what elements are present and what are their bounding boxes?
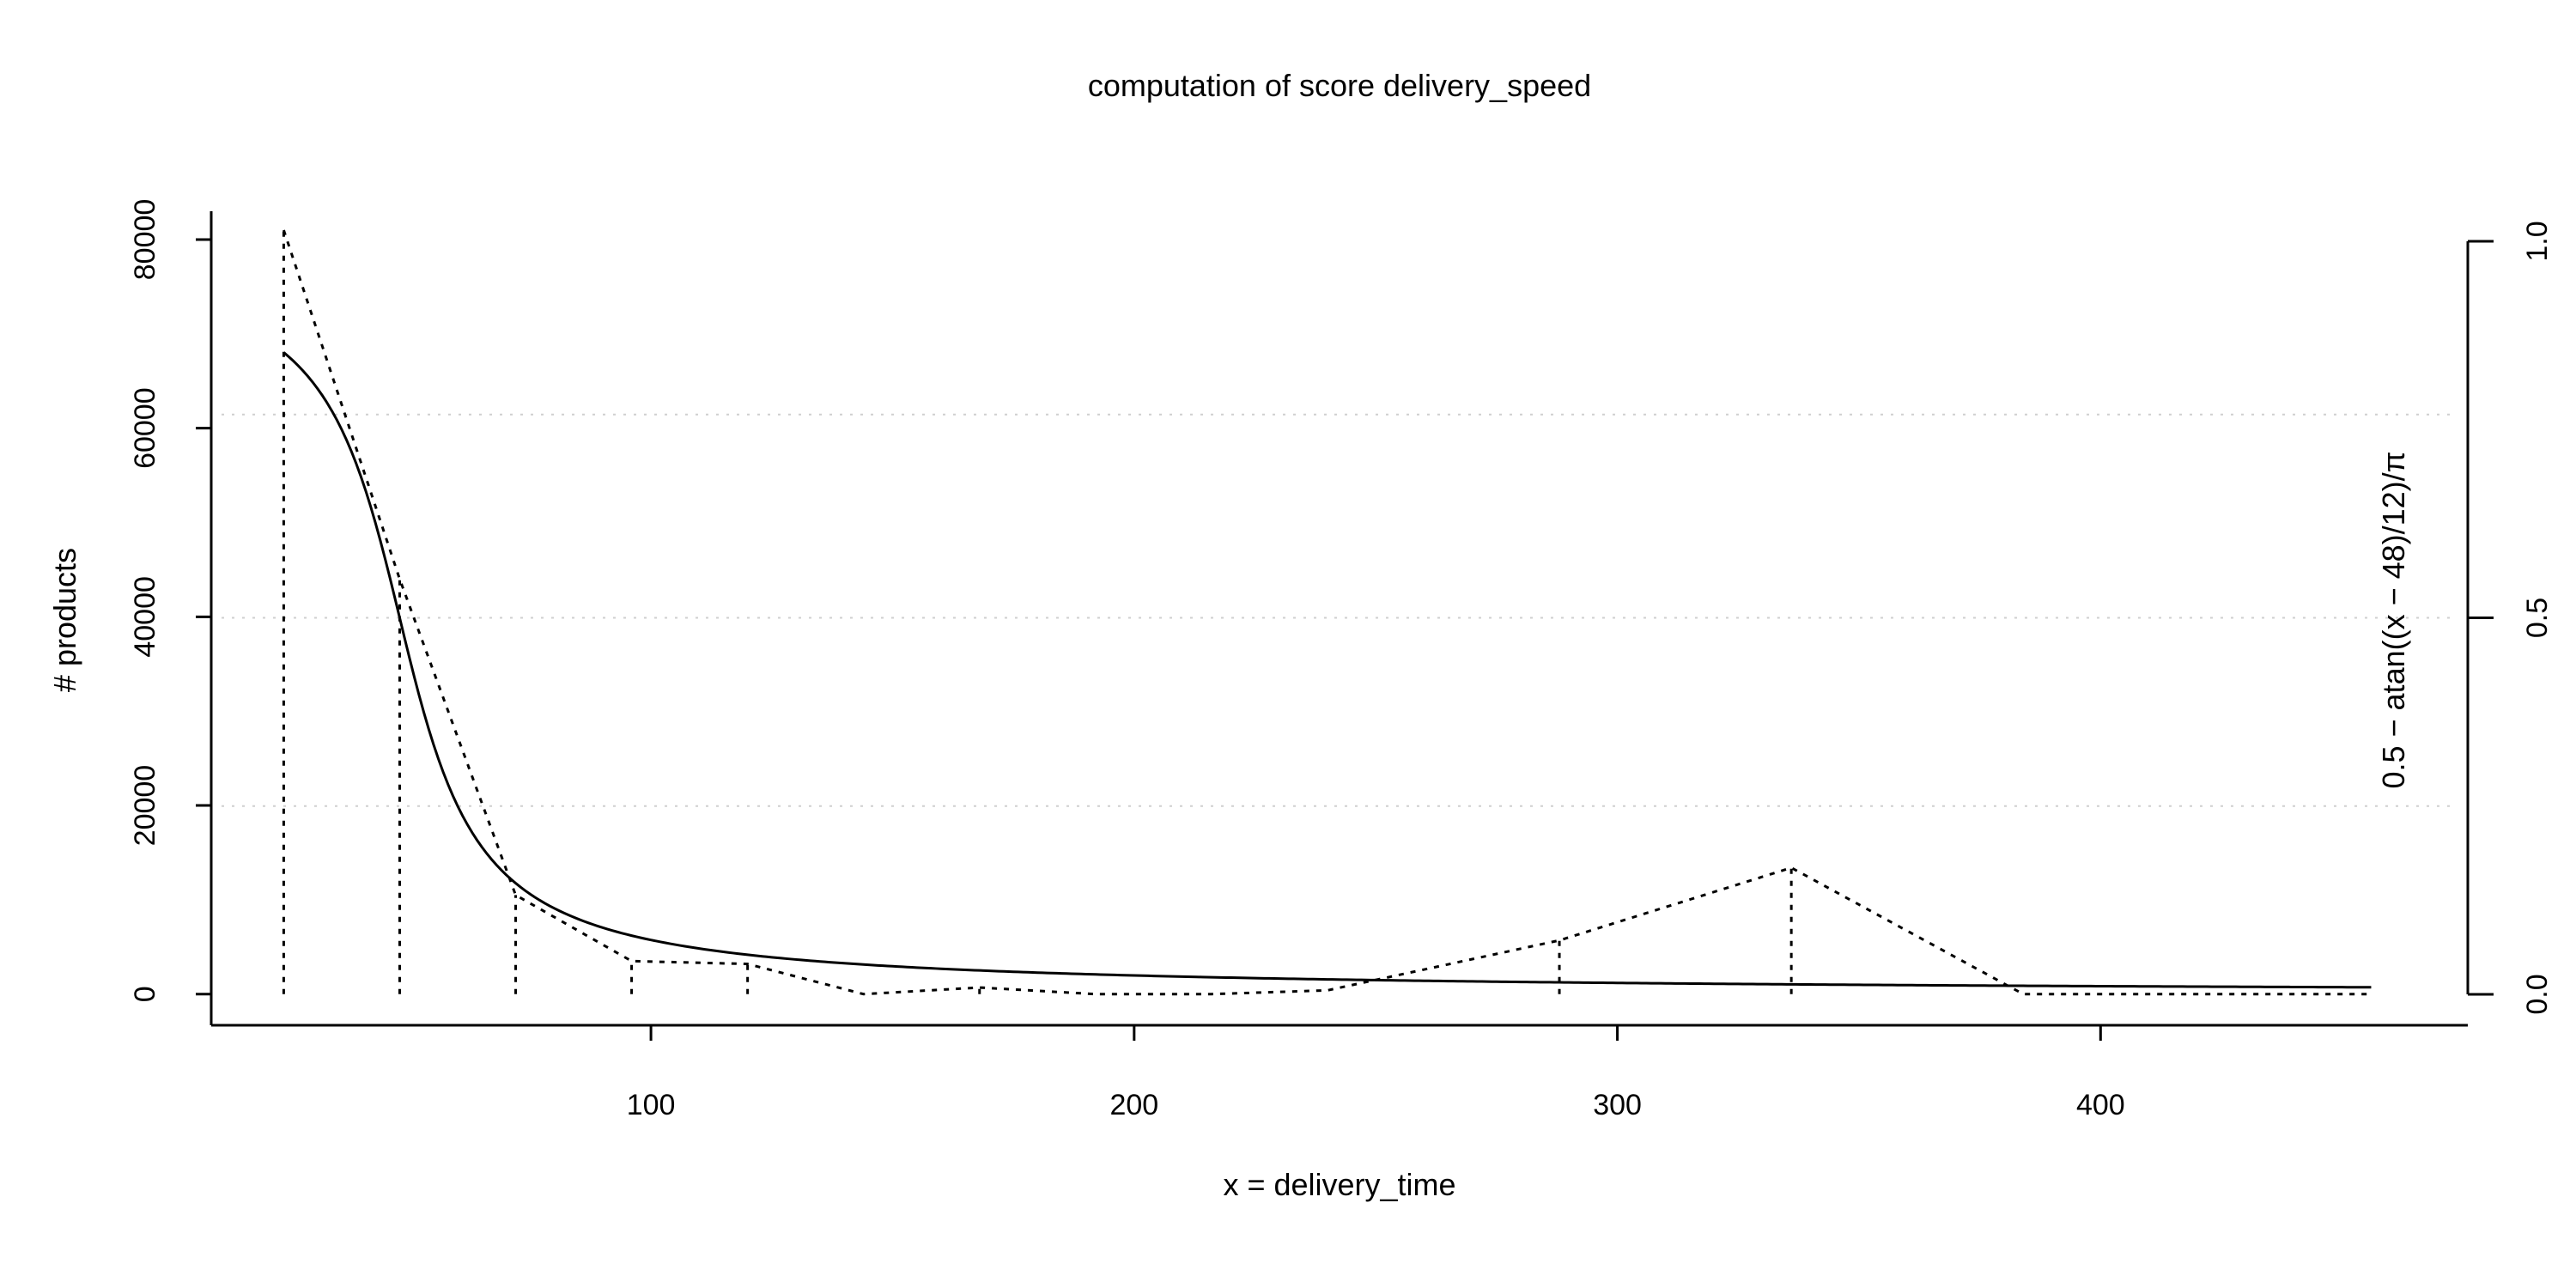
x-tick-label: 100	[627, 1089, 676, 1121]
grid-layer	[222, 413, 2458, 807]
axes-layer: 100 200 300 400 0 20000 40000 60000 80000 0.0 0.5 1…	[129, 199, 2554, 1121]
y-tick-label: 40000	[129, 576, 161, 658]
y-right-axis-label: 0.5 − atan((x − 48)/12)/π	[2376, 451, 2411, 788]
y-right-tick-label: 0.5	[2521, 598, 2554, 638]
x-axis-label: x = delivery_time	[1223, 1167, 1455, 1202]
y-tick-label: 60000	[129, 387, 161, 469]
x-tick-label: 200	[1109, 1089, 1158, 1121]
x-tick-label: 400	[2076, 1089, 2125, 1121]
y-right-tick-label: 0.0	[2521, 974, 2554, 1014]
y-tick-label: 0	[129, 986, 161, 1002]
y-tick-label: 20000	[129, 765, 161, 847]
series-line-products	[282, 229, 2372, 996]
chart-title: computation of score delivery_speed	[1088, 68, 1591, 103]
y-right-tick-label: 1.0	[2521, 221, 2554, 261]
marks-layer	[282, 229, 2372, 996]
x-tick-label: 300	[1593, 1089, 1642, 1121]
y-axis-label: # products	[47, 548, 82, 692]
y-tick-label: 80000	[129, 199, 161, 281]
series-line-score	[283, 351, 2372, 989]
